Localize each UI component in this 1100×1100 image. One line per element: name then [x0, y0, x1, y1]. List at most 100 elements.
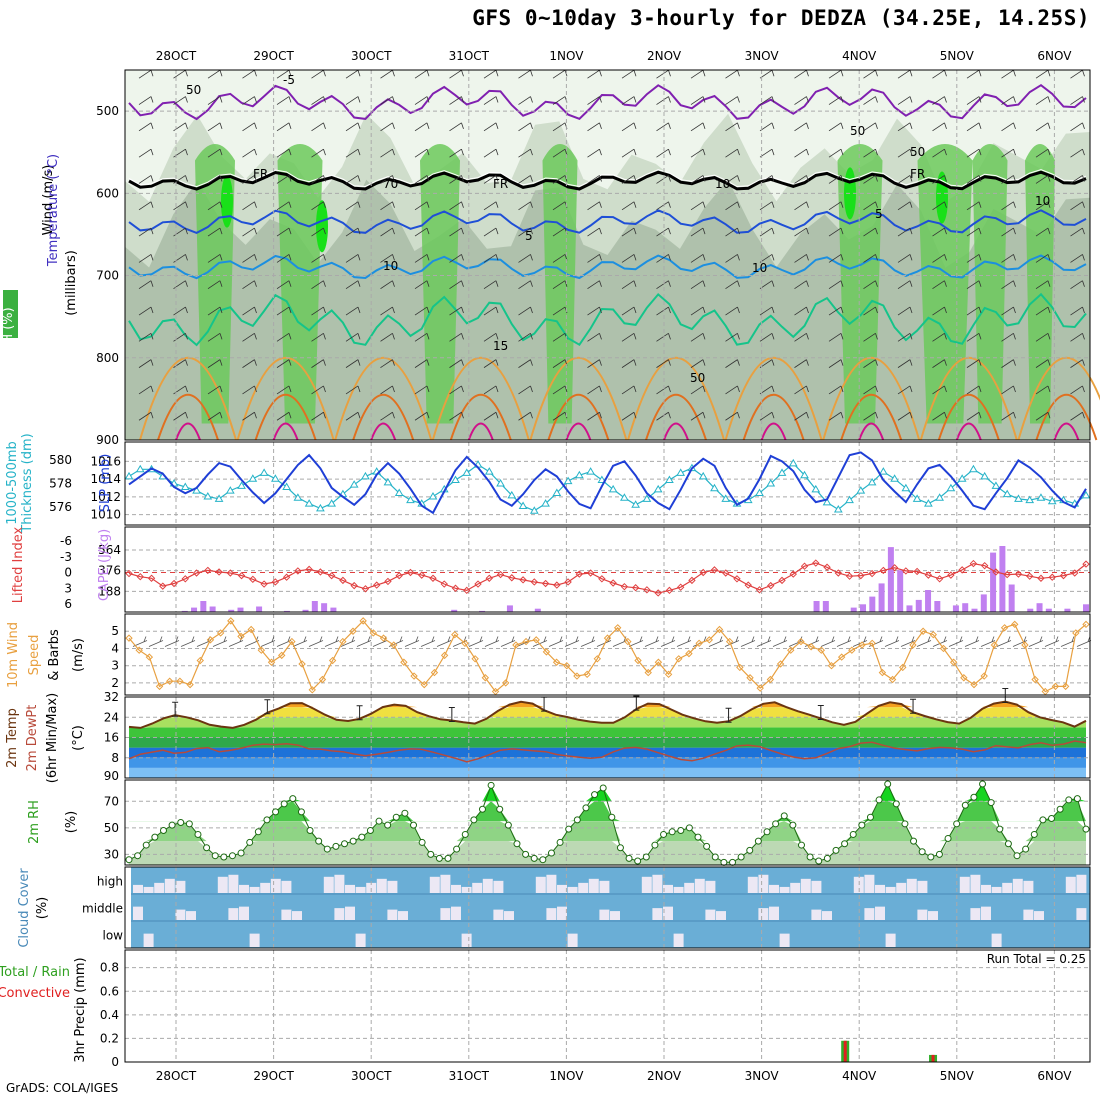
thickness-marker — [529, 506, 539, 514]
lifted-index-marker — [204, 566, 212, 575]
lifted-index-marker — [992, 568, 1000, 576]
cape-bar — [283, 610, 290, 612]
wind-barb — [311, 69, 326, 79]
rh-marker — [729, 858, 737, 866]
cloud-cell — [186, 911, 196, 920]
panel-label-precip-c: 3hr Precip (mm) — [73, 957, 88, 1062]
lifted-index-marker — [249, 575, 257, 584]
wind-barb — [449, 175, 464, 184]
wind-speed-marker — [736, 663, 744, 672]
wind-speed-marker — [328, 656, 337, 665]
rh-marker — [1013, 852, 1021, 860]
wind-barb — [173, 201, 188, 211]
surface-wind-barb — [500, 636, 516, 647]
wind-barb — [1001, 175, 1016, 184]
cloud-cell — [779, 886, 790, 893]
wind-barb — [863, 69, 878, 79]
rh-marker — [478, 805, 486, 813]
surface-wind-barb — [644, 636, 660, 647]
wind-barb — [794, 411, 809, 421]
wind-barb — [449, 69, 464, 79]
wind-barb — [276, 385, 292, 395]
cloud-cell — [885, 886, 896, 893]
panel-wind-frame — [124, 613, 1091, 696]
wind-speed-marker — [685, 649, 693, 658]
thickness-marker — [462, 468, 472, 476]
date-label-bottom: 2NOV — [647, 1069, 682, 1083]
panel-slp-frame — [124, 441, 1091, 526]
cloud-cell — [917, 909, 928, 920]
cloud-cell — [906, 878, 917, 893]
rh-marker — [910, 837, 918, 845]
wind-barb — [794, 201, 809, 211]
wind-barb — [690, 254, 706, 263]
date-label-bottom: 4NOV — [842, 1069, 877, 1083]
thickness-marker — [541, 499, 550, 507]
lifted-index-tick: -6 — [60, 534, 72, 548]
rh-marker — [185, 820, 193, 828]
surface-wind-barb — [628, 636, 644, 647]
rh-marker — [461, 830, 469, 838]
panel-label-precip-b: Convective — [0, 986, 70, 1001]
surface-wind-barb — [468, 636, 484, 647]
lifted-index-marker — [980, 561, 989, 570]
wind-barb — [863, 411, 878, 421]
lifted-index-marker — [699, 568, 707, 577]
wind-speed-marker — [176, 677, 184, 685]
wind-barb — [897, 411, 913, 421]
cloud-cell — [917, 880, 928, 893]
wind-barb — [1035, 385, 1051, 395]
wind-barb — [1070, 175, 1085, 184]
lifted-index-marker — [722, 569, 730, 577]
panel-label-thickness-b: Thickness (dm) — [20, 433, 35, 533]
cloud-cell — [535, 876, 546, 893]
wind-speed-marker — [308, 686, 316, 694]
surface-wind-barb — [900, 636, 916, 647]
panel-label-millibars: (millibars) — [64, 250, 79, 316]
wind-barb — [380, 280, 395, 290]
rh-marker — [1073, 795, 1081, 803]
contour-label: 10 — [715, 177, 730, 191]
lifted-index-marker — [879, 566, 888, 575]
wind-speed-marker — [542, 648, 551, 656]
cape-tick: 564 — [98, 543, 121, 557]
lifted-index-marker — [924, 571, 933, 579]
wind-barb — [1070, 148, 1085, 158]
wind-speed-line — [128, 619, 1087, 693]
lifted-index-marker — [733, 575, 741, 583]
wind-speed-marker — [501, 679, 510, 687]
rh-marker — [1082, 825, 1090, 833]
wind-barb — [518, 227, 533, 237]
temp-tick: 24 — [104, 710, 119, 724]
wind-barb — [380, 227, 395, 237]
temp-band — [129, 707, 1086, 718]
temp-contour-hottest — [1053, 422, 1080, 441]
wind-barb — [828, 69, 844, 79]
wind-barb — [345, 227, 361, 237]
lifted-index-tick: 0 — [64, 566, 72, 580]
cloud-cell — [334, 874, 345, 893]
wind-barb — [345, 254, 361, 263]
rh-marker — [694, 833, 702, 841]
date-label-top: 6NOV — [1037, 49, 1072, 63]
thickness-marker — [428, 492, 438, 500]
rh-marker — [384, 821, 392, 829]
wind-barb — [1070, 306, 1085, 316]
cloud-cell — [239, 906, 249, 920]
wind-barb — [414, 280, 430, 290]
contour-label: 5 — [875, 207, 883, 221]
cloud-cell — [217, 876, 228, 893]
wind-barb — [483, 201, 499, 211]
cloud-cell — [461, 886, 472, 893]
cloud-layer-label: high — [97, 875, 123, 889]
temp-tick: 32 — [104, 690, 119, 704]
cloud-cell — [429, 876, 440, 893]
wind-barb — [794, 306, 809, 316]
thickness-marker — [755, 488, 764, 496]
pressure-tick-label: 900 — [96, 433, 119, 447]
surface-wind-barb — [820, 636, 836, 647]
wind-barb — [690, 280, 706, 290]
cloud-cell — [705, 880, 716, 893]
rh-marker — [616, 844, 624, 852]
wind-speed-marker — [440, 651, 449, 660]
